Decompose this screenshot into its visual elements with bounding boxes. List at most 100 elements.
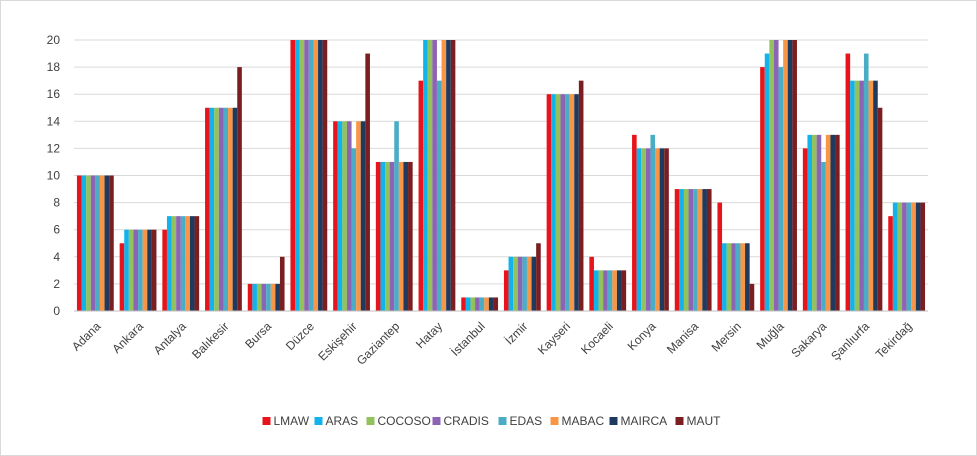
bar-aras-5 — [295, 40, 300, 311]
y-tick-label: 0 — [53, 304, 60, 318]
bar-cocoso-16 — [769, 40, 774, 311]
bar-cocoso-0 — [86, 175, 91, 311]
bar-lmaw-11 — [546, 94, 552, 311]
y-tick-label: 6 — [53, 223, 60, 237]
bar-mairca-5 — [318, 40, 323, 311]
bar-aras-16 — [764, 53, 770, 312]
bar-cocoso-13 — [641, 148, 646, 311]
bar-cocoso-11 — [555, 94, 561, 311]
legend-swatch-aras — [314, 417, 323, 425]
bar-edas-16 — [778, 67, 784, 311]
x-tick-label: Manisa — [664, 319, 701, 356]
bar-cradis-15 — [731, 243, 736, 311]
x-axis-tick-labels: Adana Ankara Antalya Balıkesir Bursa DüzceEsk… — [69, 319, 915, 368]
bar-cocoso-6 — [342, 121, 347, 311]
x-tick-label: Bursa — [242, 319, 274, 351]
bar-lmaw-18 — [845, 53, 851, 312]
bar-cradis-16 — [773, 40, 779, 311]
bar-mairca-6 — [360, 121, 366, 311]
bar-cradis-17 — [816, 134, 822, 311]
bar-mabac-6 — [356, 121, 361, 311]
bar-aras-0 — [81, 175, 87, 311]
bar-lmaw-1 — [119, 243, 125, 311]
bar-aras-10 — [508, 256, 514, 311]
bar-lmaw-0 — [76, 175, 82, 311]
legend-swatch-mairca — [609, 417, 618, 425]
bar-edas-18 — [863, 53, 869, 312]
bar-lmaw-16 — [760, 67, 765, 311]
x-tick-label: Ankara — [109, 319, 146, 356]
x-tick-label: İstanbul — [448, 319, 488, 359]
x-tick-label: Muğla — [754, 319, 787, 352]
bar-maut-10 — [536, 243, 541, 311]
bar-mairca-15 — [745, 243, 750, 311]
bar-aras-17 — [807, 134, 813, 311]
bar-mabac-13 — [655, 148, 660, 311]
bar-lmaw-3 — [205, 107, 210, 311]
legend-swatch-mabac — [550, 417, 559, 425]
bar-aras-3 — [209, 107, 215, 311]
x-tick-label: Adana — [69, 319, 104, 354]
legend-swatch-cocoso — [366, 417, 375, 425]
bar-cradis-19 — [902, 202, 907, 311]
bar-mabac-10 — [526, 256, 532, 311]
bar-cocoso-8 — [427, 40, 433, 311]
bar-lmaw-12 — [589, 256, 594, 311]
x-tick-label: Sakarya — [788, 319, 829, 360]
bar-edas-17 — [821, 161, 826, 311]
legend-label-mairca: MAIRCA — [621, 414, 668, 428]
y-axis-tick-labels: 0 2 4 6 8 10 12 14 16 18 20 — [47, 33, 61, 318]
bar-cradis-4 — [261, 283, 267, 311]
bar-cocoso-12 — [598, 270, 604, 311]
bar-lmaw-14 — [674, 189, 680, 311]
bar-cocoso-1 — [128, 229, 134, 311]
bar-mairca-10 — [531, 256, 537, 311]
bar-mabac-9 — [484, 297, 489, 311]
legend: LMAW ARAS COCOSO CRADIS EDAS MABAC MAIRCA MAUT — [262, 414, 722, 428]
bar-lmaw-17 — [802, 148, 808, 311]
x-tick-label: Hatay — [413, 319, 445, 351]
bar-cocoso-17 — [812, 134, 817, 311]
legend-label-maut: MAUT — [687, 414, 722, 428]
bar-edas-8 — [436, 80, 442, 312]
bar-mairca-19 — [915, 202, 921, 311]
bar-mairca-4 — [275, 283, 280, 311]
bar-mabac-3 — [228, 107, 233, 311]
bar-mabac-8 — [441, 40, 447, 311]
bar-maut-14 — [706, 189, 712, 311]
x-tick-label: Gaziantep — [354, 319, 403, 368]
x-tick-label: Tekirdağ — [873, 319, 915, 361]
legend-label-lmaw: LMAW — [274, 414, 310, 428]
x-tick-label: Kayseri — [535, 319, 573, 357]
bar-lmaw-15 — [717, 202, 723, 311]
legend-label-cocoso: COCOSO — [378, 414, 431, 428]
y-tick-label: 16 — [47, 87, 61, 101]
bar-mairca-3 — [232, 107, 238, 311]
bar-cocoso-14 — [683, 189, 689, 311]
bar-cocoso-10 — [513, 256, 518, 311]
x-tick-label: Eskişehir — [315, 319, 359, 363]
bar-aras-13 — [636, 148, 642, 311]
x-tick-label: Kocaeli — [578, 319, 616, 357]
bar-edas-0 — [95, 175, 100, 311]
legend-label-cradis: CRADIS — [444, 414, 489, 428]
bar-cradis-18 — [859, 80, 864, 312]
bar-lmaw-2 — [162, 229, 167, 311]
bar-mabac-4 — [270, 283, 276, 311]
bar-edas-5 — [308, 40, 314, 311]
bar-mabac-2 — [185, 216, 190, 311]
bar-maut-4 — [279, 256, 285, 311]
legend-swatch-edas — [498, 417, 507, 425]
bar-cradis-8 — [432, 40, 437, 311]
bars — [76, 40, 926, 312]
legend-swatch-cradis — [432, 417, 441, 425]
y-tick-label: 14 — [47, 114, 61, 128]
bar-edas-10 — [522, 256, 527, 311]
bar-edas-7 — [394, 121, 399, 311]
bar-maut-11 — [578, 80, 584, 312]
bar-aras-8 — [423, 40, 428, 311]
bar-lmaw-4 — [247, 283, 253, 311]
bar-cocoso-5 — [299, 40, 305, 311]
bar-cradis-1 — [133, 229, 139, 311]
